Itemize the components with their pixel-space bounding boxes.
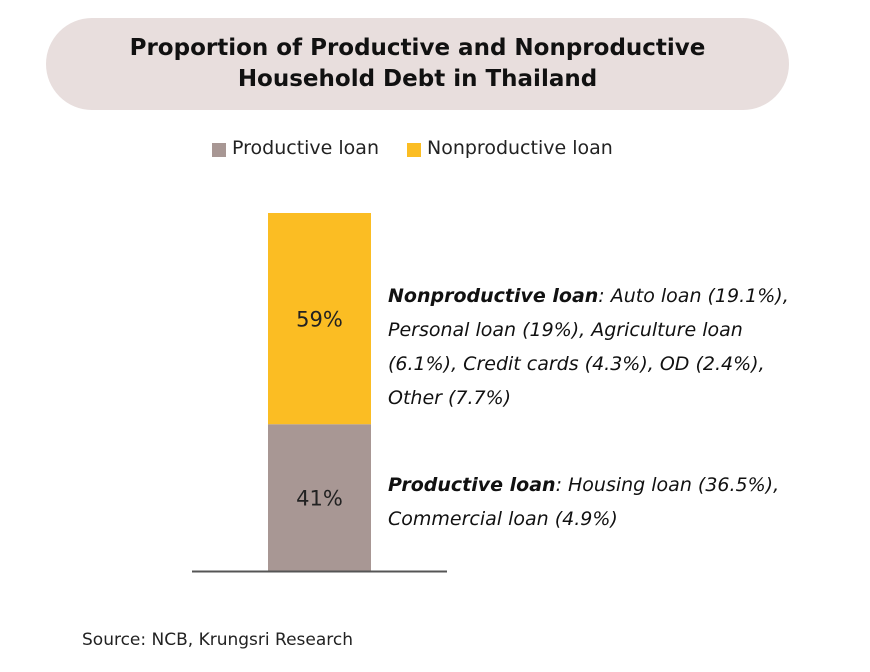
bar-segment-nonproductive xyxy=(268,213,371,425)
note-productive: Productive loan: Housing loan (36.5%), C… xyxy=(388,468,818,536)
note-nonproductive: Nonproductive loan: Auto loan (19.1%), P… xyxy=(388,279,818,415)
chart-title-banner: Proportion of Productive and Nonproducti… xyxy=(46,18,789,110)
legend: Productive loan Nonproductive loan xyxy=(212,137,641,159)
legend-swatch-nonproductive xyxy=(406,142,421,157)
legend-label-productive: Productive loan xyxy=(232,137,379,159)
chart-title-line-1: Proportion of Productive and Nonproducti… xyxy=(129,35,706,61)
legend-label-nonproductive: Nonproductive loan xyxy=(426,137,613,159)
note-nonproductive-text-1: : Auto loan (19.1%), xyxy=(598,285,789,307)
bar-label-nonproductive: 59% xyxy=(296,308,343,332)
source-note: Source: NCB, Krungsri Research xyxy=(82,630,354,650)
legend-item-nonproductive: Nonproductive loan xyxy=(406,137,613,159)
note-nonproductive-line-2: Personal loan (19%), Agriculture loan xyxy=(388,319,743,341)
note-nonproductive-line-3: (6.1%), Credit cards (4.3%), OD (2.4%), xyxy=(388,353,765,375)
note-productive-line-2: Commercial loan (4.9%) xyxy=(388,508,618,530)
note-productive-label: Productive loan xyxy=(388,474,556,496)
note-nonproductive-label: Nonproductive loan xyxy=(388,285,599,307)
note-nonproductive-line-1: Nonproductive loan: Auto loan (19.1%), xyxy=(388,279,818,313)
chart-title-line-2: Household Debt in Thailand xyxy=(237,66,598,92)
bar-segment-productive xyxy=(268,424,371,571)
legend-item-productive: Productive loan xyxy=(212,137,379,159)
legend-swatch-productive xyxy=(212,142,226,157)
bar-label-productive: 41% xyxy=(296,487,343,511)
note-nonproductive-line-4: Other (7.7%) xyxy=(388,387,512,409)
note-productive-text-1: : Housing loan (36.5%), xyxy=(555,474,780,496)
note-productive-line-1: Productive loan: Housing loan (36.5%), xyxy=(388,468,818,502)
